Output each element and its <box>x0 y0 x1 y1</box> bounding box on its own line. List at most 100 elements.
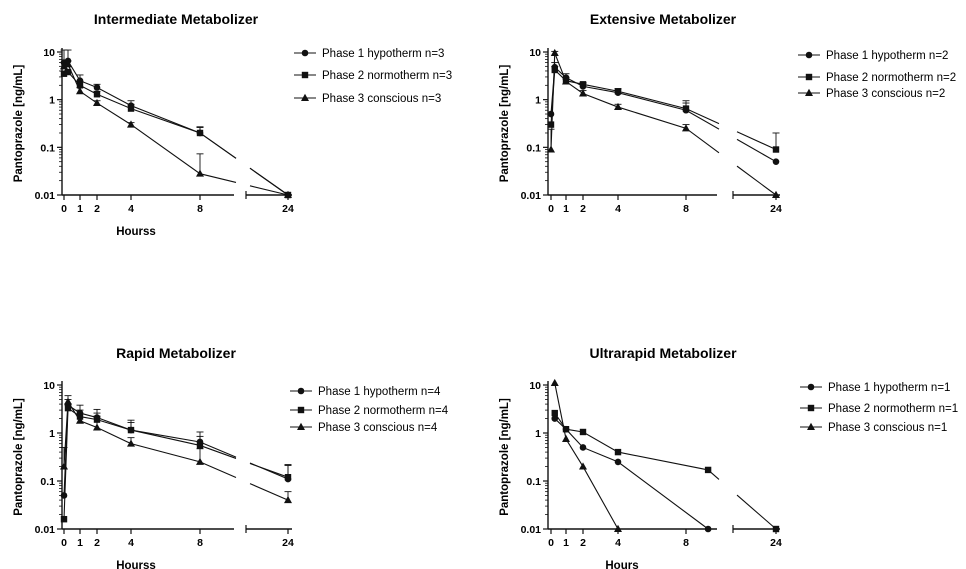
legend-label: Phase 2 normotherm n=2 <box>826 72 956 84</box>
x-tick-label: 0 <box>548 203 554 215</box>
series-line <box>554 412 777 530</box>
x-tick-label: 0 <box>548 537 554 549</box>
data-point <box>60 462 68 470</box>
data-point <box>772 158 780 165</box>
y-axis-label: Pantoprazole [ng/mL] <box>499 65 511 183</box>
x-tick-label: 2 <box>94 537 100 549</box>
legend-entry: Phase 3 conscious n=3 <box>294 93 441 105</box>
x-tick-label: 1 <box>563 203 569 215</box>
data-point <box>93 423 101 431</box>
legend-marker <box>807 383 815 391</box>
series-line <box>63 60 289 196</box>
legend-marker <box>805 88 813 96</box>
x-tick-label: 0 <box>61 537 67 549</box>
x-tick-label: 24 <box>282 203 294 215</box>
series-line <box>554 418 709 530</box>
data-point <box>579 428 587 436</box>
x-tick-label: 8 <box>197 203 203 215</box>
x-tick-label: 1 <box>77 537 83 549</box>
data-point <box>562 434 570 442</box>
chart-panel-4: Ultrarapid Metabolizer0.010.1110Pantopra… <box>499 345 958 569</box>
x-tick-label: 1 <box>77 203 83 215</box>
legend-entry: Phase 3 conscious n=2 <box>798 88 945 100</box>
data-point <box>196 457 204 465</box>
series-triangle <box>60 60 292 198</box>
data-point <box>284 495 292 504</box>
legend-label: Phase 2 normotherm n=1 <box>828 403 958 415</box>
data-point <box>562 425 570 433</box>
data-point <box>682 124 690 132</box>
series-circle <box>547 62 780 165</box>
y-tick-label: 0.1 <box>40 476 55 488</box>
series-square <box>60 403 292 523</box>
data-point <box>551 409 558 417</box>
x-tick-label: 8 <box>683 203 689 215</box>
y-tick-label: 0.01 <box>35 190 56 202</box>
data-point <box>547 121 555 128</box>
data-point <box>196 442 204 449</box>
y-tick-label: 0.1 <box>526 476 541 488</box>
data-point <box>60 516 68 523</box>
x-axis-label: Hourss <box>116 226 156 238</box>
x-tick-label: 8 <box>197 537 203 549</box>
legend-marker <box>301 93 309 101</box>
x-axis-label: Hours <box>605 560 638 569</box>
legend-marker <box>297 422 305 430</box>
legend-marker <box>805 73 813 81</box>
data-point <box>704 466 712 474</box>
y-axis-label: Pantoprazole [ng/mL] <box>499 398 511 516</box>
legend-label: Phase 2 normotherm n=4 <box>318 405 449 417</box>
legend-entry: Phase 2 normotherm n=4 <box>290 405 449 417</box>
series-line <box>554 382 619 530</box>
x-axis-label: Hourss <box>116 560 156 569</box>
legend-entry: Phase 2 normotherm n=3 <box>294 70 452 82</box>
data-point <box>614 102 622 111</box>
data-point <box>76 416 84 424</box>
x-tick-label: 24 <box>282 537 294 549</box>
data-point <box>127 120 135 128</box>
legend-marker <box>301 49 309 57</box>
data-point <box>547 145 555 153</box>
data-point <box>579 89 587 97</box>
chart-title: Extensive Metabolizer <box>590 11 737 27</box>
data-point <box>93 98 101 107</box>
legend-entry: Phase 2 normotherm n=2 <box>798 72 956 84</box>
data-point <box>772 190 780 198</box>
y-tick-label: 1 <box>535 428 541 440</box>
data-point <box>704 525 712 533</box>
legend-label: Phase 3 conscious n=2 <box>826 88 945 100</box>
data-point <box>614 458 622 466</box>
series-circle <box>60 398 292 499</box>
legend-label: Phase 3 conscious n=1 <box>828 422 947 434</box>
legend-label: Phase 2 normotherm n=3 <box>322 70 452 82</box>
data-point <box>93 91 101 98</box>
legend-label: Phase 1 hypotherm n=4 <box>318 386 441 398</box>
legend-entry: Phase 1 hypotherm n=4 <box>290 386 441 398</box>
series-square <box>551 409 780 533</box>
data-point <box>579 462 587 470</box>
x-tick-label: 4 <box>128 203 134 215</box>
data-point <box>614 88 622 95</box>
chart-title: Rapid Metabolizer <box>116 345 236 361</box>
data-point <box>284 473 292 481</box>
y-tick-label: 0.01 <box>521 524 542 536</box>
series-triangle <box>550 378 622 532</box>
data-point <box>772 146 780 153</box>
series-triangle <box>547 48 780 198</box>
chart-title: Ultrarapid Metabolizer <box>589 345 737 361</box>
legend-entry: Phase 1 hypotherm n=3 <box>294 48 444 60</box>
x-tick-label: 8 <box>683 537 689 549</box>
chart-panel-1: Intermediate Metabolizer0.010.1110Pantop… <box>13 11 452 238</box>
data-point <box>579 81 587 88</box>
data-point <box>550 378 559 387</box>
data-point <box>60 70 68 77</box>
y-tick-label: 0.01 <box>521 190 542 202</box>
legend-label: Phase 3 conscious n=3 <box>322 93 441 105</box>
data-point <box>614 524 622 532</box>
y-tick-label: 0.1 <box>40 142 55 154</box>
data-point <box>551 415 559 422</box>
legend-marker <box>807 404 815 412</box>
legend-label: Phase 1 hypotherm n=2 <box>826 50 948 62</box>
data-point <box>579 444 587 451</box>
legend-label: Phase 1 hypotherm n=1 <box>828 382 950 394</box>
